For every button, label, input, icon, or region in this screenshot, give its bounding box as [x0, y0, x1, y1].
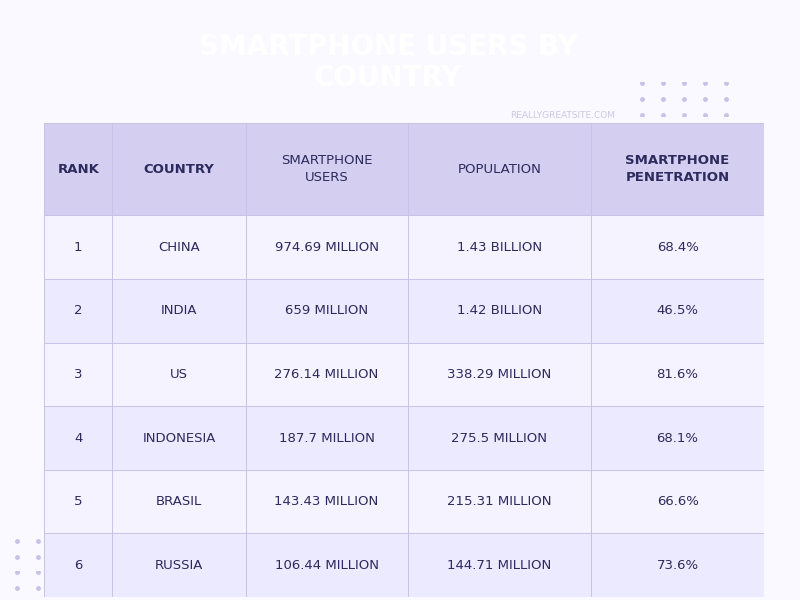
Text: INDONESIA: INDONESIA [142, 431, 216, 445]
Text: 143.43 MILLION: 143.43 MILLION [274, 495, 378, 508]
Text: RUSSIA: RUSSIA [155, 559, 203, 572]
Text: 144.71 MILLION: 144.71 MILLION [447, 559, 551, 572]
Text: 106.44 MILLION: 106.44 MILLION [274, 559, 378, 572]
Text: INDIA: INDIA [161, 304, 198, 317]
Text: POPULATION: POPULATION [458, 163, 542, 176]
Text: CHINA: CHINA [158, 241, 200, 254]
Text: 2: 2 [74, 304, 82, 317]
Text: 6: 6 [74, 559, 82, 572]
Text: SMARTPHONE
PENETRATION: SMARTPHONE PENETRATION [626, 154, 730, 184]
Text: SMARTPHONE
USERS: SMARTPHONE USERS [281, 154, 372, 184]
Text: 275.5 MILLION: 275.5 MILLION [451, 431, 547, 445]
Text: 974.69 MILLION: 974.69 MILLION [274, 241, 378, 254]
Text: 46.5%: 46.5% [657, 304, 698, 317]
Text: 68.1%: 68.1% [657, 431, 698, 445]
Text: 1.42 BILLION: 1.42 BILLION [457, 304, 542, 317]
Text: 73.6%: 73.6% [657, 559, 698, 572]
Text: 1.43 BILLION: 1.43 BILLION [457, 241, 542, 254]
Text: 215.31 MILLION: 215.31 MILLION [447, 495, 552, 508]
Bar [44, 406, 764, 470]
Bar [44, 470, 764, 533]
Text: US: US [170, 368, 188, 381]
Text: REALLYGREATSITE.COM: REALLYGREATSITE.COM [510, 111, 615, 120]
Bar [44, 343, 764, 406]
Text: 66.6%: 66.6% [657, 495, 698, 508]
Text: BRASIL: BRASIL [156, 495, 202, 508]
Bar [44, 533, 764, 597]
Bar [44, 215, 764, 279]
Text: 1: 1 [74, 241, 82, 254]
Text: SMARTPHONE USERS BY: SMARTPHONE USERS BY [198, 34, 578, 61]
Bar [44, 279, 764, 343]
Text: 187.7 MILLION: 187.7 MILLION [278, 431, 374, 445]
Text: 659 MILLION: 659 MILLION [285, 304, 368, 317]
Text: 5: 5 [74, 495, 82, 508]
Text: COUNTRY: COUNTRY [143, 163, 214, 176]
Text: 68.4%: 68.4% [657, 241, 698, 254]
Text: 3: 3 [74, 368, 82, 381]
Text: 4: 4 [74, 431, 82, 445]
Bar [44, 123, 764, 215]
Text: RANK: RANK [58, 163, 99, 176]
Text: 338.29 MILLION: 338.29 MILLION [447, 368, 551, 381]
Text: 276.14 MILLION: 276.14 MILLION [274, 368, 378, 381]
Text: 81.6%: 81.6% [657, 368, 698, 381]
Text: COUNTRY: COUNTRY [314, 64, 462, 92]
